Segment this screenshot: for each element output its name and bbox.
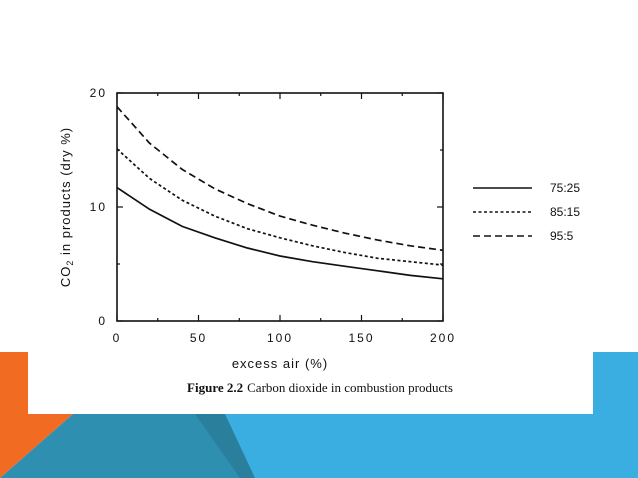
y-tick-label: 20 (90, 86, 107, 100)
series-line-85-15 (116, 148, 444, 266)
dark-teal-accent-shape (195, 414, 255, 478)
y-tick-labels: 0 10 20 (90, 86, 107, 328)
figure-caption: Figure 2.2 Carbon dioxide in combustion p… (150, 380, 490, 396)
orange-accent-shape (0, 352, 73, 478)
x-axis-label: excess air (%) (232, 356, 328, 371)
y-tick-label: 10 (90, 200, 107, 214)
y-axis-label-prefix: CO (58, 266, 73, 288)
x-tick-label: 100 (267, 331, 293, 345)
x-tick-labels: 0 50 100 150 200 (113, 331, 456, 345)
series-lines (116, 106, 444, 280)
legend-label: 75:25 (550, 181, 580, 195)
y-axis-label-subscript: 2 (65, 260, 75, 266)
x-tick-label: 200 (430, 331, 456, 345)
series-line-75-25 (116, 186, 444, 280)
x-tick-label: 0 (113, 331, 122, 345)
x-tick-label: 150 (348, 331, 374, 345)
y-axis-label-suffix: in products (dry %) (58, 127, 73, 260)
axis-ticks (116, 92, 444, 322)
x-tick-label: 50 (190, 331, 207, 345)
plot-frame (116, 92, 444, 322)
teal-accent-shape (0, 414, 255, 478)
legend-label: 85:15 (550, 205, 580, 219)
caption-text: Carbon dioxide in combustion products (247, 380, 453, 395)
y-tick-label: 0 (98, 314, 107, 328)
figure-number: Figure 2.2 (187, 380, 244, 395)
series-line-95-5 (116, 106, 444, 252)
blue-accent-shape (195, 352, 638, 478)
legend: 75:25 85:15 95:5 (473, 181, 580, 243)
y-axis-label: CO2 in products (dry %) (58, 127, 75, 287)
legend-label: 95:5 (550, 229, 574, 243)
